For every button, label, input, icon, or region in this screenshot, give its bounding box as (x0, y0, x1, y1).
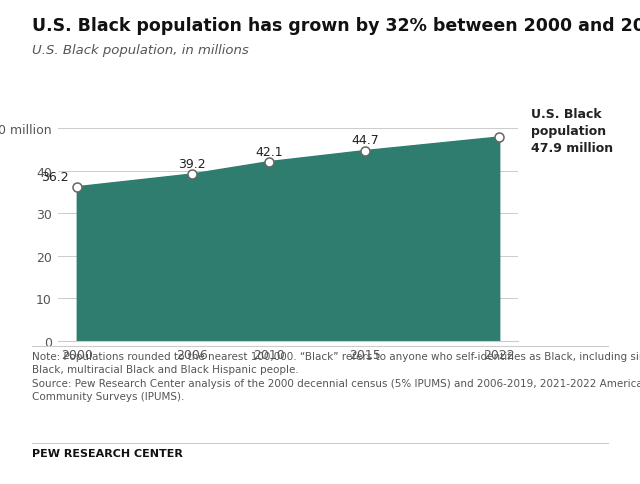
Text: PEW RESEARCH CENTER: PEW RESEARCH CENTER (32, 448, 183, 458)
Text: 44.7: 44.7 (351, 134, 379, 147)
Text: 39.2: 39.2 (178, 158, 206, 170)
Text: Note: Populations rounded to the nearest 100,000. “Black” refers to anyone who s: Note: Populations rounded to the nearest… (32, 351, 640, 402)
Text: U.S. Black population has grown by 32% between 2000 and 2022: U.S. Black population has grown by 32% b… (32, 17, 640, 35)
Text: U.S. Black population, in millions: U.S. Black population, in millions (32, 44, 249, 57)
Text: 36.2: 36.2 (42, 170, 69, 183)
Text: 42.1: 42.1 (255, 145, 283, 158)
Text: U.S. Black
population
47.9 million: U.S. Black population 47.9 million (531, 107, 613, 154)
